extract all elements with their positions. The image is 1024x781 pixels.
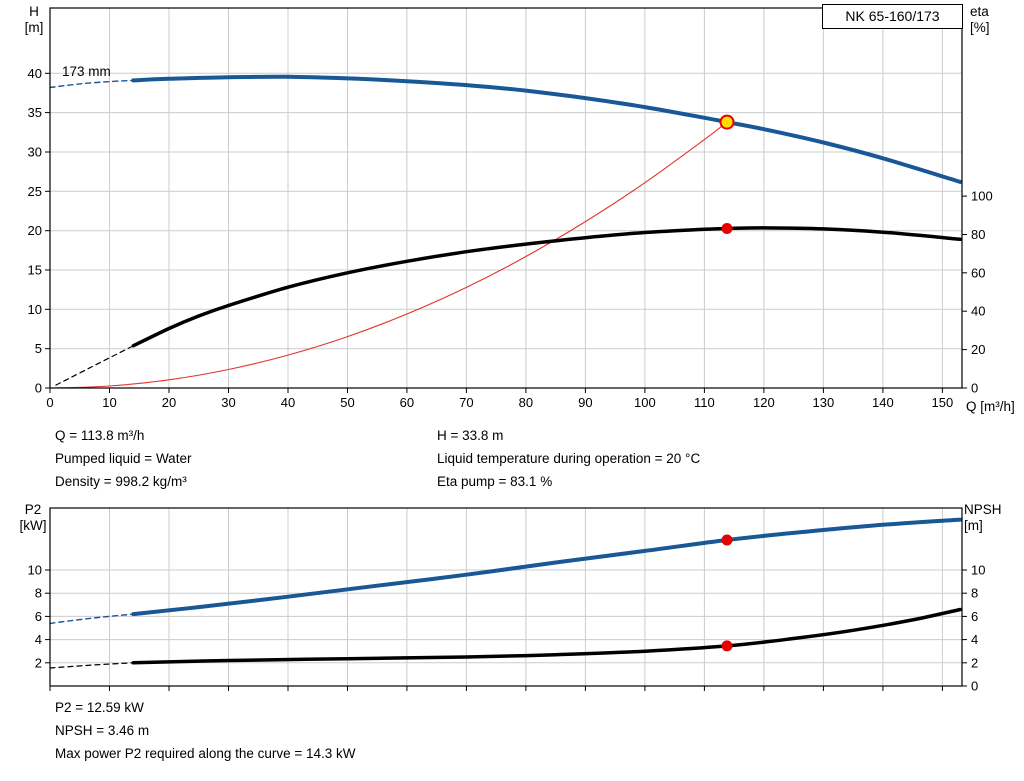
- x-tick-label: 10: [102, 395, 116, 410]
- ticks: [45, 72, 967, 393]
- info-head: H = 33.8 m: [437, 428, 504, 443]
- series: [49, 517, 963, 669]
- y-left-tick-label: 35: [28, 105, 42, 120]
- info-max-power: Max power P2 required along the curve = …: [55, 746, 356, 761]
- x-tick-label: 140: [872, 395, 894, 410]
- x-tick-label: 90: [578, 395, 592, 410]
- y-right-tick-label: 0: [971, 381, 978, 396]
- x-tick-label: 60: [400, 395, 414, 410]
- y-left-tick-label: 0: [35, 381, 42, 396]
- npsh-curve: [131, 607, 962, 665]
- info-liquid-temperature: Liquid temperature during operation = 20…: [437, 451, 701, 466]
- npsh-axis-symbol: NPSH: [964, 502, 1002, 517]
- eta-curve: [131, 226, 962, 348]
- q-axis-label: Q [m³/h]: [966, 399, 1015, 414]
- impeller-diameter-label: 173 mm: [62, 64, 111, 79]
- eta-axis-symbol: eta: [970, 4, 989, 19]
- info-p2: P2 = 12.59 kW: [55, 700, 144, 715]
- tick-labels: 0 10 20 30 40 50 60 70 80 90 100 110 120 130 140 150051…: [28, 66, 993, 410]
- x-tick-label: 110: [694, 395, 715, 410]
- ticks: [45, 569, 967, 691]
- y-left-tick-label: 10: [28, 563, 42, 578]
- head-curve-extrapolated: [49, 79, 134, 89]
- y-right-tick-label: 0: [971, 679, 978, 694]
- x-tick-label: 30: [221, 395, 235, 410]
- tick-labels: 2 4 6 8 10 0 2 4 6 8 10: [28, 563, 986, 694]
- h-axis-symbol: H: [29, 4, 39, 19]
- y-left-tick-label: 25: [28, 184, 42, 199]
- p2-axis-label: P2 [kW]: [14, 502, 52, 534]
- duty-point-eta: [721, 223, 733, 234]
- grid: [50, 508, 962, 686]
- y-left-tick-label: 8: [35, 586, 42, 601]
- y-right-tick-label: 2: [971, 655, 978, 670]
- duty-point-npsh: [721, 640, 733, 652]
- y-right-tick-label: 100: [971, 189, 993, 204]
- p2-axis-symbol: P2: [24, 502, 42, 517]
- power-info: P2 = 12.59 kW NPSH = 3.46 m Max power P2…: [55, 696, 356, 765]
- y-left-tick-label: 30: [28, 145, 42, 160]
- x-tick-label: 70: [459, 395, 473, 410]
- h-axis-label: H [m]: [16, 4, 52, 36]
- y-left-tick-label: 4: [35, 632, 42, 647]
- y-right-tick-label: 6: [971, 609, 978, 624]
- frame: [49, 507, 963, 687]
- markers: [721, 534, 733, 652]
- x-tick-label: 150: [932, 395, 954, 410]
- y-left-tick-label: 5: [35, 341, 42, 356]
- pump-type-box: NK 65-160/173: [822, 4, 963, 29]
- duty-info-left: Q = 113.8 m³/h Pumped liquid = Water Den…: [55, 424, 191, 493]
- npsh-axis-unit: [m]: [964, 518, 983, 533]
- eta-axis-label: eta [%]: [970, 4, 1016, 36]
- npsh-axis-label: NPSH [m]: [964, 502, 1016, 534]
- y-left-tick-label: 15: [28, 263, 42, 278]
- h-axis-unit: [m]: [24, 20, 44, 35]
- head-curve: [131, 74, 963, 184]
- duty-point-head: [719, 114, 735, 130]
- eta-curve-extrapolated: [55, 345, 134, 386]
- duty-info-right: H = 33.8 m Liquid temperature during ope…: [437, 424, 700, 493]
- markers: [719, 114, 735, 234]
- x-tick-label: 130: [813, 395, 835, 410]
- y-right-tick-label: 80: [971, 227, 985, 242]
- y-left-tick-label: 20: [28, 223, 42, 238]
- y-left-tick-label: 2: [35, 655, 42, 670]
- x-tick-label: 0: [46, 395, 53, 410]
- y-right-tick-label: 10: [971, 563, 985, 578]
- grid: [50, 8, 962, 388]
- info-flow: Q = 113.8 m³/h: [55, 428, 145, 443]
- info-density: Density = 998.2 kg/m³: [55, 474, 187, 489]
- y-right-tick-label: 4: [971, 632, 978, 647]
- x-tick-label: 20: [162, 395, 176, 410]
- x-tick-label: 50: [340, 395, 354, 410]
- system-curve: [49, 121, 728, 389]
- y-right-tick-label: 40: [971, 304, 985, 319]
- y-right-tick-label: 8: [971, 586, 978, 601]
- y-left-tick-label: 40: [28, 66, 42, 81]
- y-left-tick-label: 10: [28, 302, 42, 317]
- x-tick-label: 40: [281, 395, 295, 410]
- duty-point-p2: [721, 534, 733, 546]
- eta-axis-unit: [%]: [970, 20, 990, 35]
- p2-curve-extrapolated: [49, 613, 134, 625]
- info-pumped-liquid: Pumped liquid = Water: [55, 451, 192, 466]
- frame: [49, 7, 963, 389]
- y-left-tick-label: 6: [35, 609, 42, 624]
- npsh-curve-extrapolated: [49, 662, 134, 669]
- x-tick-label: 100: [634, 395, 656, 410]
- x-tick-label: 120: [753, 395, 775, 410]
- info-eta-pump: Eta pump = 83.1 %: [437, 474, 553, 489]
- y-right-tick-label: 20: [971, 342, 985, 357]
- x-tick-label: 80: [519, 395, 533, 410]
- series: [49, 74, 963, 389]
- y-right-tick-label: 60: [971, 265, 985, 280]
- p2-curve: [131, 517, 963, 617]
- p2-axis-unit: [kW]: [19, 518, 47, 533]
- info-npsh: NPSH = 3.46 m: [55, 723, 150, 738]
